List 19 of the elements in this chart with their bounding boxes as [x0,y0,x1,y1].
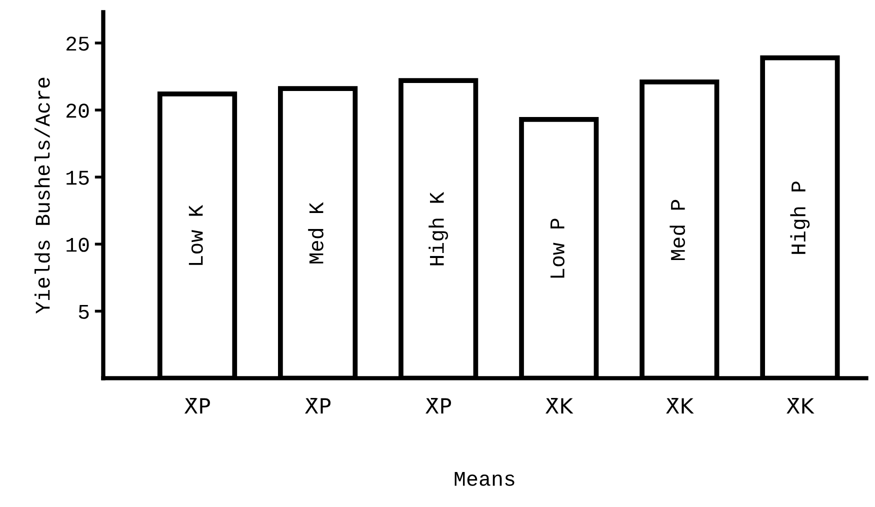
x-tick-label: X̄P [426,398,452,414]
x-tick-label: X̄K [786,398,814,414]
y-tick-label: 5 [78,305,89,319]
x-axis-title: Means [454,472,514,486]
x-tick-label: X̄K [666,398,694,414]
x-tick-label: X̄K [546,398,574,414]
x-tick-label: X̄P [305,398,331,414]
annotation: High K [428,192,448,266]
annotation: Low K [188,204,203,265]
x-tick-label: X̄P [184,398,210,414]
annotation: Med P [670,200,686,260]
y-tick-label: 25 [66,36,89,51]
annotation: Med K [308,202,324,264]
y-axis-title: Yields Bushels/Acre [34,78,50,314]
annotation: Low P [550,218,564,278]
annotation: High P [790,182,810,254]
y-tick-label: 10 [66,238,89,252]
y-tick-label: 15 [66,170,89,185]
y-tick-label: 20 [66,104,89,118]
